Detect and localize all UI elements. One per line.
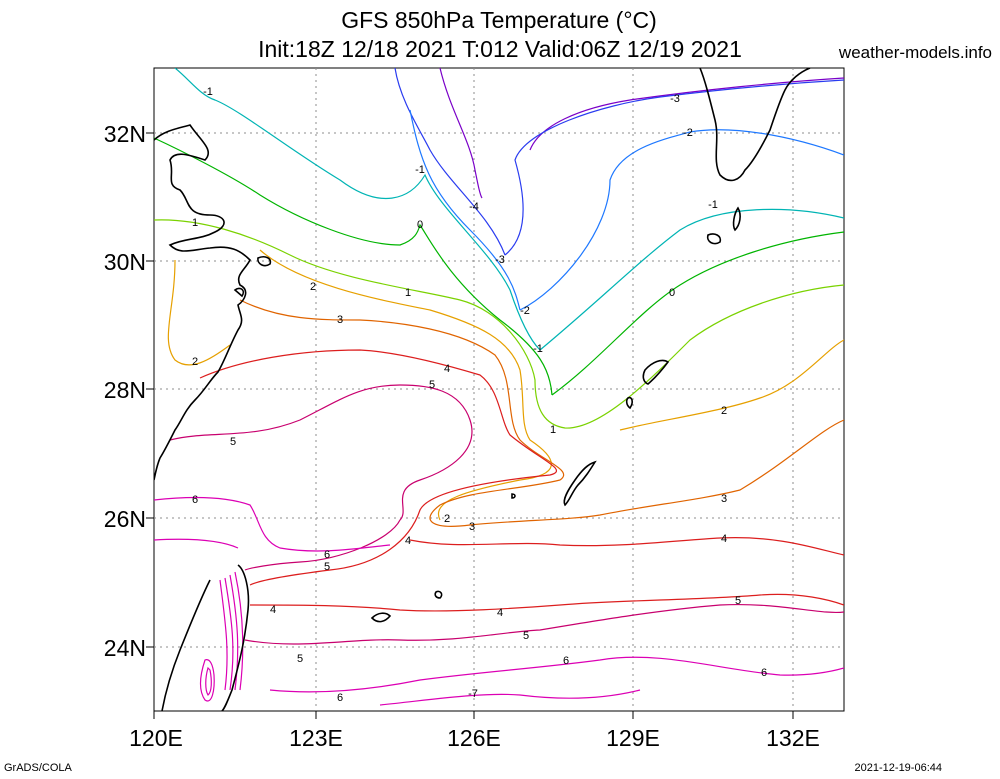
- island-miyako: [434, 590, 443, 599]
- latitude-labels: 32N 30N 28N 26N 24N: [104, 121, 146, 661]
- contour-label: 4: [444, 363, 450, 375]
- isotherm-5: [169, 384, 844, 645]
- lon-label: 132E: [766, 725, 820, 751]
- isotherm-minus1: [174, 68, 844, 351]
- contour-label: 4: [405, 535, 411, 547]
- contour-label: 4: [497, 607, 503, 619]
- contour-labels: -1 -1 -4 -3 -3 -2 -2 -1 0 1 1 0 2 3 2 1 …: [192, 86, 767, 704]
- contour-label: 4: [721, 533, 727, 545]
- isotherms: [154, 68, 844, 706]
- contour-label: 4: [270, 604, 276, 616]
- isotherm-4: [199, 349, 844, 612]
- kyushu-coast: [699, 68, 811, 182]
- lon-label: 123E: [289, 725, 343, 751]
- contour-label: 5: [297, 653, 303, 665]
- coastlines: [154, 68, 811, 711]
- software-credit: GrADS/COLA: [4, 762, 72, 774]
- contour-label: 6: [337, 692, 343, 704]
- isotherm-6: [154, 496, 844, 693]
- contour-label: -2: [520, 305, 530, 317]
- island-kume: [511, 493, 516, 499]
- lon-label: 126E: [447, 725, 501, 751]
- chart-title: GFS 850hPa Temperature (°C): [341, 7, 657, 33]
- source-credit: weather-models.info: [838, 43, 992, 62]
- render-timestamp: 2021-12-19-06:44: [854, 762, 942, 774]
- lon-label: 129E: [606, 725, 660, 751]
- china-coast: [154, 124, 251, 481]
- contour-label: 6: [563, 655, 569, 667]
- taiwan-coast: [161, 564, 250, 711]
- lon-label: 120E: [129, 725, 183, 751]
- tick-marks: [146, 132, 794, 719]
- isotherm-minus2: [409, 109, 844, 311]
- island-tanegashima: [732, 206, 741, 232]
- contour-label: -3: [670, 93, 680, 105]
- contour-label: 5: [735, 595, 741, 607]
- isotherm-0: [154, 137, 844, 396]
- contour-label: -1: [708, 199, 718, 211]
- isotherm-7: [379, 689, 641, 706]
- isotherm-minus4: [439, 68, 844, 199]
- island-okinawa: [563, 460, 597, 507]
- lat-label: 32N: [104, 121, 146, 147]
- island-yakushima: [706, 233, 722, 245]
- contour-label: 3: [337, 314, 343, 326]
- contour-label: -1: [533, 343, 543, 355]
- contour-label: 0: [669, 287, 675, 299]
- contour-label: 3: [469, 521, 475, 533]
- contour-label: 0: [417, 219, 423, 231]
- lat-label: 26N: [104, 506, 146, 532]
- contour-label: 2: [721, 405, 727, 417]
- contour-label: 5: [429, 379, 435, 391]
- chart-subtitle: Init:18Z 12/18 2021 T:012 Valid:06Z 12/1…: [258, 36, 742, 62]
- isotherm-2: [167, 249, 844, 521]
- contour-label: 1: [405, 287, 411, 299]
- contour-label: 2: [310, 281, 316, 293]
- contour-label: -1: [203, 86, 213, 98]
- lat-label: 30N: [104, 249, 146, 275]
- contour-label: 1: [550, 424, 556, 436]
- contour-label: 3: [721, 493, 727, 505]
- contour-label: -3: [495, 254, 505, 266]
- contour-label: 1: [192, 217, 198, 229]
- lat-label: 28N: [104, 377, 146, 403]
- contour-label: 6: [761, 667, 767, 679]
- contour-label: -2: [683, 127, 693, 139]
- contour-label: 2: [192, 356, 198, 368]
- contour-label: 2: [444, 513, 450, 525]
- contour-label: -7: [468, 688, 478, 700]
- contour-label: -4: [469, 201, 479, 213]
- longitude-labels: 120E 123E 126E 129E 132E: [129, 725, 820, 751]
- contour-label: 6: [324, 549, 330, 561]
- isotherm-1: [154, 219, 844, 429]
- contour-label: 5: [230, 436, 236, 448]
- island-ishigaki: [370, 612, 392, 623]
- isotherm-minus3: [394, 68, 844, 256]
- contour-label: 5: [324, 561, 330, 573]
- contour-label: -1: [415, 164, 425, 176]
- zhoushan-islands: [233, 256, 272, 298]
- island-tokunoshima: [625, 396, 633, 410]
- contour-label: 6: [192, 494, 198, 506]
- contour-label: 5: [523, 630, 529, 642]
- taiwan-dense-contours: [199, 571, 244, 702]
- island-amami: [642, 359, 670, 385]
- lat-label: 24N: [104, 635, 146, 661]
- isotherm-3: [239, 299, 844, 527]
